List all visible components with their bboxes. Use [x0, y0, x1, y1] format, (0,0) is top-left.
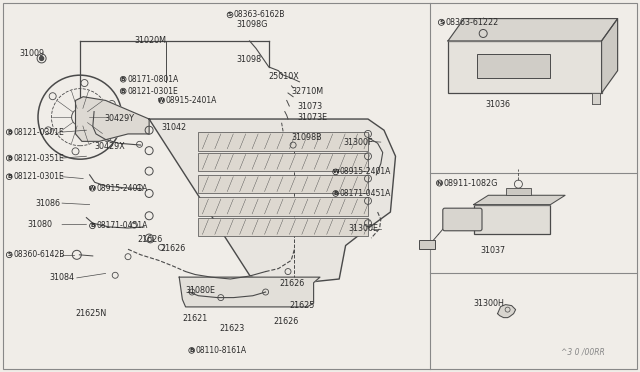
- Text: 31037: 31037: [480, 246, 505, 255]
- Text: N: N: [437, 180, 442, 186]
- Polygon shape: [179, 277, 320, 307]
- Text: 31073E: 31073E: [298, 113, 328, 122]
- Text: B: B: [333, 191, 338, 196]
- Text: W: W: [89, 186, 96, 191]
- Text: 21625: 21625: [289, 301, 315, 310]
- Text: S: S: [228, 12, 232, 17]
- Polygon shape: [602, 19, 618, 93]
- Text: 08121-0301E: 08121-0301E: [127, 87, 178, 96]
- Polygon shape: [498, 305, 516, 318]
- Text: 08171-0801A: 08171-0801A: [127, 75, 179, 84]
- Text: B: B: [121, 89, 125, 94]
- Text: S: S: [7, 252, 12, 257]
- FancyBboxPatch shape: [443, 208, 482, 231]
- Text: 31036: 31036: [485, 100, 510, 109]
- Bar: [198, 153, 368, 171]
- Text: 08121-0301E: 08121-0301E: [13, 128, 64, 137]
- Bar: [474, 205, 550, 234]
- Polygon shape: [149, 119, 396, 286]
- Text: B: B: [90, 223, 95, 228]
- Text: 30429X: 30429X: [95, 142, 125, 151]
- Text: 08911-1082G: 08911-1082G: [444, 179, 498, 187]
- Bar: [592, 93, 600, 104]
- Text: 21626: 21626: [273, 317, 298, 326]
- Text: B: B: [7, 129, 12, 135]
- Text: 31080: 31080: [28, 220, 52, 229]
- Text: 32710M: 32710M: [291, 87, 323, 96]
- Text: 08110-8161A: 08110-8161A: [196, 346, 246, 355]
- Text: W: W: [332, 169, 339, 174]
- Text: 31084: 31084: [49, 273, 74, 282]
- Text: 31098B: 31098B: [291, 133, 322, 142]
- Text: 21623: 21623: [219, 324, 244, 333]
- Text: 31300E: 31300E: [349, 224, 379, 233]
- Bar: [198, 218, 368, 236]
- Text: 25010X: 25010X: [269, 72, 300, 81]
- Text: W: W: [158, 98, 165, 103]
- Text: 31086: 31086: [35, 199, 60, 208]
- Text: S: S: [439, 20, 444, 25]
- Text: 31300H: 31300H: [474, 299, 504, 308]
- Text: 08915-2401A: 08915-2401A: [97, 184, 148, 193]
- Text: 08360-6142B: 08360-6142B: [13, 250, 65, 259]
- Text: 21626: 21626: [280, 279, 305, 288]
- Bar: [477, 54, 550, 78]
- Text: 31098G: 31098G: [237, 20, 268, 29]
- Polygon shape: [76, 97, 149, 141]
- Bar: [198, 175, 368, 193]
- Text: 31009: 31009: [19, 49, 44, 58]
- Text: 30429Y: 30429Y: [104, 114, 134, 123]
- Text: 31042: 31042: [162, 124, 187, 132]
- Text: 31080E: 31080E: [186, 286, 216, 295]
- Text: 08121-0351E: 08121-0351E: [13, 154, 64, 163]
- Bar: [592, 93, 600, 104]
- Text: ^3 0 /00RR: ^3 0 /00RR: [561, 347, 605, 356]
- Bar: [419, 240, 435, 249]
- Bar: [506, 188, 531, 195]
- Bar: [592, 93, 600, 104]
- Text: 08121-0301E: 08121-0301E: [13, 172, 64, 181]
- Text: 31098: 31098: [237, 55, 262, 64]
- Text: 31300F: 31300F: [344, 138, 373, 147]
- Text: 31073: 31073: [298, 102, 323, 110]
- Polygon shape: [448, 19, 618, 41]
- Circle shape: [40, 57, 44, 60]
- Polygon shape: [474, 195, 565, 205]
- Text: B: B: [7, 155, 12, 161]
- Text: 31020M: 31020M: [134, 36, 166, 45]
- Text: 08363-6162B: 08363-6162B: [234, 10, 285, 19]
- Text: B: B: [7, 174, 12, 179]
- Bar: [198, 197, 368, 216]
- Text: 21621: 21621: [182, 314, 207, 323]
- Text: 21626: 21626: [138, 235, 163, 244]
- Text: 08915-2401A: 08915-2401A: [340, 167, 391, 176]
- Text: B: B: [189, 348, 194, 353]
- Text: 08363-61222: 08363-61222: [445, 18, 499, 27]
- Text: B: B: [121, 77, 125, 82]
- Bar: [448, 41, 602, 93]
- Text: 21626: 21626: [160, 244, 185, 253]
- Text: 21625N: 21625N: [76, 309, 107, 318]
- Text: 08171-0451A: 08171-0451A: [340, 189, 391, 198]
- Text: 08915-2401A: 08915-2401A: [165, 96, 217, 105]
- Text: 08171-0451A: 08171-0451A: [97, 221, 148, 230]
- Bar: [198, 132, 368, 151]
